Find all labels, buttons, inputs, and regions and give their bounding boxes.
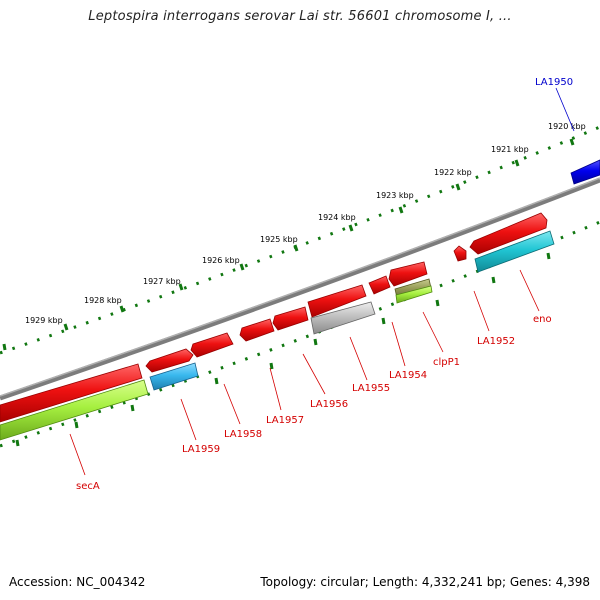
gene-label-la1952[interactable]: LA1952 [477,336,515,347]
gene-label-clpp1[interactable]: clpP1 [433,357,460,368]
tick-label: 1927 kbp [143,277,181,286]
tick-label: 1921 kbp [491,145,529,154]
gene-arrow-la1957[interactable] [272,306,309,331]
leader-eno [519,269,540,312]
tick-label: 1923 kbp [376,191,414,200]
gene-arrow-la1954[interactable] [388,261,428,287]
tick-label: 1926 kbp [202,256,240,265]
leader-la1950 [555,87,575,132]
cds-arrow-la1955[interactable] [310,301,376,335]
tick-label: 1920 kbp [548,122,586,131]
gene-arrow-seca[interactable] [0,363,143,423]
inner-major-ticks [15,252,551,447]
tick-label: 1924 kbp [318,213,356,222]
cds-arrow-la1959[interactable] [149,362,199,391]
tick-label: 1928 kbp [84,296,122,305]
map-title: Leptospira interrogans serovar Lai str. … [88,9,512,24]
leader-la1952 [473,290,490,332]
outer-major-ticks [2,138,575,351]
cds-arrow-seca[interactable] [0,379,149,441]
gene-arrow-la1958[interactable] [239,318,275,342]
tick-label: 1929 kbp [25,316,63,325]
leader-la1958 [223,383,241,425]
gene-arrow-eno[interactable] [469,212,548,255]
gene-labels: LA1950 eno LA1952 clpP1 LA1954 LA1955 LA… [76,77,573,492]
gene-arrow-upstream[interactable] [145,348,194,373]
gene-arrow-la1955[interactable] [368,275,391,295]
gene-label-eno[interactable]: eno [533,314,552,325]
leader-lines [69,87,575,476]
leader-clpp1 [422,311,444,353]
gene-label-la1955[interactable]: LA1955 [352,383,390,394]
chromosome-backbone [0,177,600,401]
gene-arrow-la1959[interactable] [190,332,234,358]
topology-text: Topology: circular; Length: 4,332,241 bp… [260,575,590,589]
cds-arrows [0,230,555,441]
tick-label: 1922 kbp [434,168,472,177]
leader-seca [69,433,86,476]
leader-la1954 [391,321,406,367]
leader-la1957 [269,367,282,411]
cds-arrow-clpp1-lime[interactable] [395,285,433,304]
gene-label-la1958[interactable]: LA1958 [224,429,262,440]
leader-la1959 [180,398,197,441]
scale-labels: 1920 kbp 1921 kbp 1922 kbp 1923 kbp 1924… [25,122,586,325]
gene-arrow-la1952[interactable] [453,245,467,262]
tick-label: 1925 kbp [260,235,298,244]
leader-la1956 [302,353,326,395]
leader-la1955 [349,336,368,381]
gene-arrow-la1950[interactable] [570,159,600,185]
chromosome-backbone-highlight [0,177,600,397]
gene-label-la1957[interactable]: LA1957 [266,415,304,426]
cds-arrow-eno[interactable] [474,230,555,273]
gene-label-la1956[interactable]: LA1956 [310,399,348,410]
accession-text: Accession: NC_004342 [9,575,146,589]
gene-label-la1950[interactable]: LA1950 [535,77,573,88]
gene-label-la1954[interactable]: LA1954 [389,370,427,381]
gene-arrow-la1956[interactable] [307,284,367,318]
gene-label-seca[interactable]: secA [76,481,100,492]
gene-label-la1959[interactable]: LA1959 [182,444,220,455]
gene-arrows [0,159,600,423]
